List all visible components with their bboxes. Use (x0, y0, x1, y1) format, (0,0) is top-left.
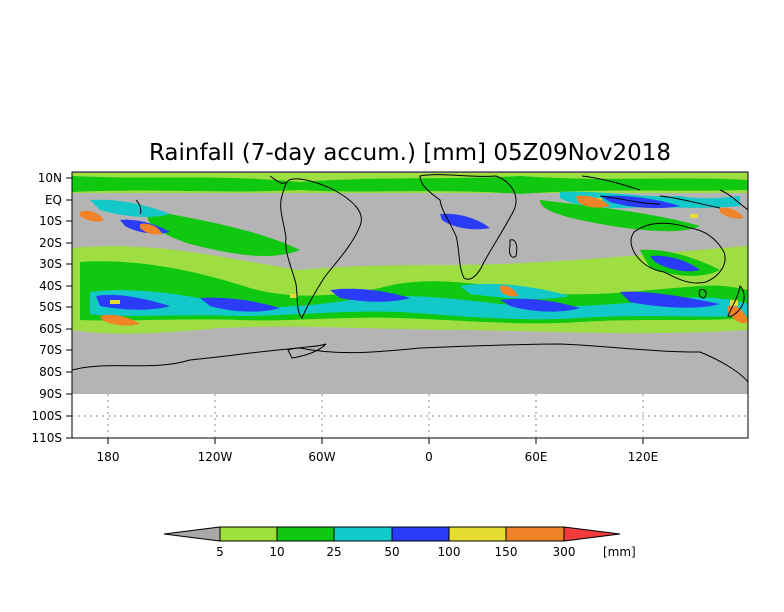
y-tick-label: 50S (39, 300, 62, 314)
continent-outlines (71, 174, 749, 383)
x-tick-label: 0 (425, 450, 433, 464)
y-tick-label: EQ (45, 193, 62, 207)
y-tick-label: 70S (39, 343, 62, 357)
x-tick-label: 180 (97, 450, 120, 464)
y-tick-label: 100S (31, 409, 62, 423)
map-title: Rainfall (7-day accum.) [mm] 05Z09Nov201… (149, 140, 671, 166)
legend-threshold-label: 50 (384, 545, 399, 559)
color-legend: 5 10 25 50 100 150 300 [mm] (163, 526, 636, 559)
x-tick-label: 60E (525, 450, 548, 464)
legend-swatch-5-10 (219, 526, 278, 542)
x-tick-label: 120E (628, 450, 659, 464)
legend-swatch-50-100 (391, 526, 450, 542)
legend-swatch-gt300 (563, 526, 621, 542)
y-tick-label: 90S (39, 387, 62, 401)
empty-gridlines (72, 394, 748, 438)
legend-swatch-100-150 (448, 526, 507, 542)
x-tick-label: 60W (308, 450, 335, 464)
legend-threshold-label: 150 (495, 545, 518, 559)
axis-ticks (66, 177, 644, 444)
legend-threshold-label: 10 (269, 545, 284, 559)
plot-frame (71, 171, 749, 439)
legend-threshold-label: 100 (438, 545, 461, 559)
y-tick-label: 40S (39, 279, 62, 293)
y-tick-label: 20S (39, 236, 62, 250)
x-tick-label: 120W (198, 450, 233, 464)
legend-swatch-lt5 (163, 526, 221, 542)
y-axis-labels: 10N EQ 10S 20S 30S 40S 50S 60S 70S 80S 9… (31, 171, 62, 445)
legend-unit-label: [mm] (603, 545, 636, 559)
x-axis-labels: 180 120W 60W 0 60E 120E (97, 450, 659, 464)
legend-swatch-25-50 (333, 526, 393, 542)
y-tick-label: 80S (39, 365, 62, 379)
y-tick-label: 110S (31, 431, 62, 445)
legend-threshold-label: 5 (216, 545, 224, 559)
legend-threshold-label: 25 (326, 545, 341, 559)
y-tick-label: 10N (38, 171, 62, 185)
y-tick-label: 60S (39, 322, 62, 336)
legend-swatch-150-300 (505, 526, 565, 542)
legend-threshold-label: 300 (553, 545, 576, 559)
y-tick-label: 30S (39, 257, 62, 271)
legend-swatch-10-25 (276, 526, 335, 542)
y-tick-label: 10S (39, 214, 62, 228)
